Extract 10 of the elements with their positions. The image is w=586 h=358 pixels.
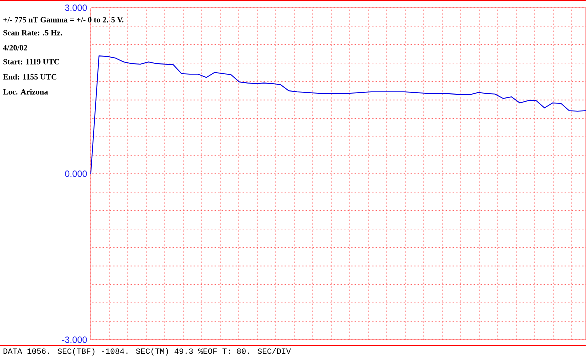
y-tick-label: 3.000 <box>65 4 88 12</box>
y-tick-label: 0.000 <box>65 170 88 178</box>
text: Scan Rate: .5 Hz. <box>4 30 62 36</box>
annotation: +/- 775 nT Gamma = +/- 0 to 2. 5 V. <box>4 17 124 23</box>
text: Start: 1119 UTC <box>4 59 60 65</box>
text: Loc. Arizona <box>3 89 48 95</box>
y-tick-label: -3.000 <box>62 336 88 344</box>
text: DATA 1056. SEC(TBF) -1084. SEC(TM) 49.3 %EOF T: 80. SEC/DIV <box>4 348 292 356</box>
text: 4/20/02 <box>3 45 28 51</box>
text: End: 1155 UTC <box>3 74 57 80</box>
